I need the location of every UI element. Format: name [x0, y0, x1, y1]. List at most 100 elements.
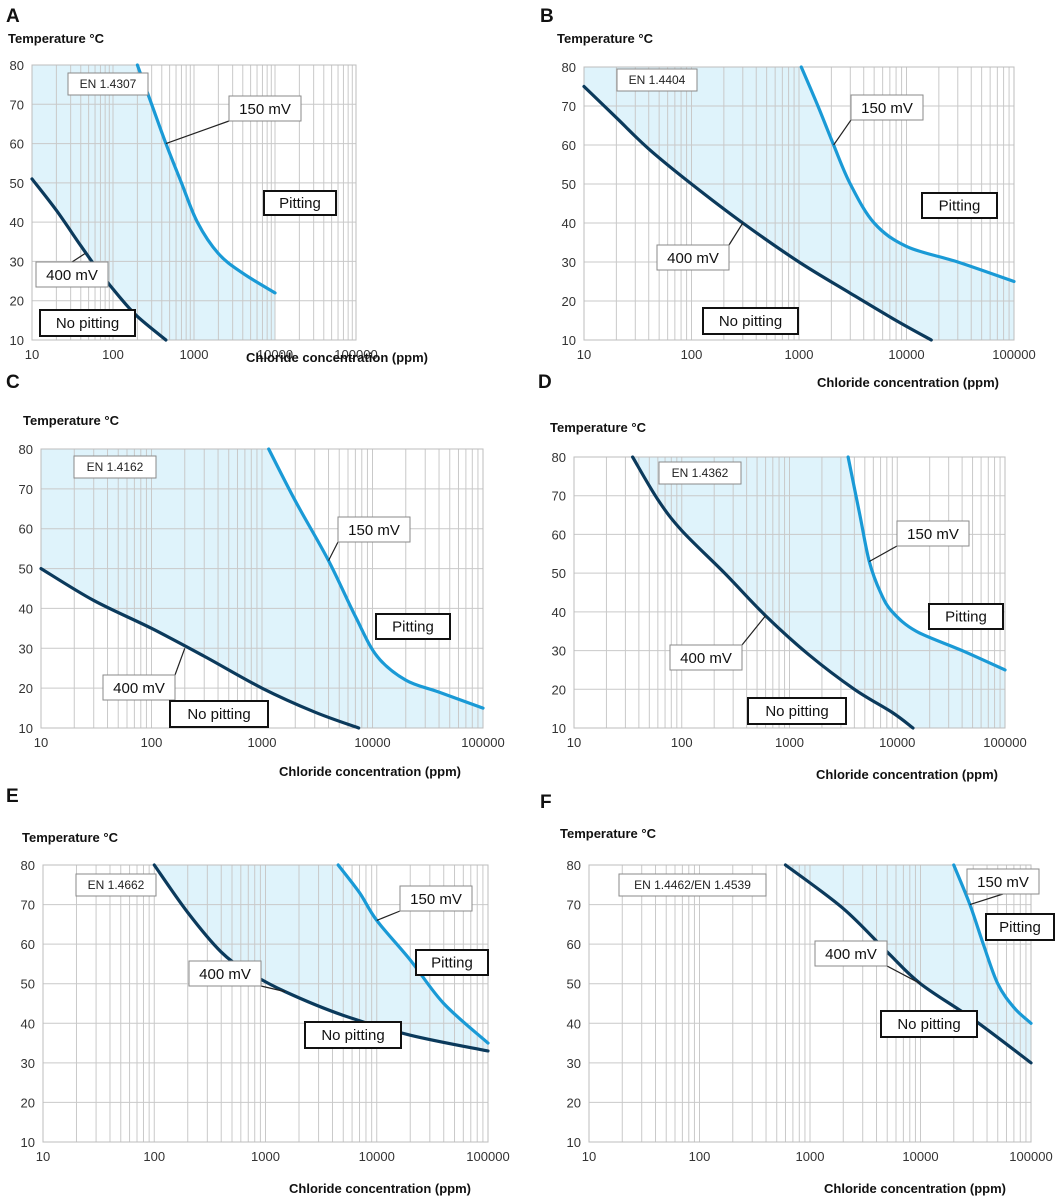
y-tick-label: 30 — [567, 1056, 581, 1071]
y-tick-label: 50 — [19, 562, 33, 577]
y-tick-label: 60 — [10, 137, 24, 152]
grade-label: EN 1.4662 — [88, 878, 145, 892]
callout-150mv-box — [228, 95, 302, 122]
y-tick-label: 70 — [552, 489, 566, 504]
shaded-region — [32, 65, 275, 340]
chart-panel-e: E Temperature °C 10 20 30 40 50 60 70 80 10 100 1000… — [6, 786, 510, 1196]
panel-letter: F — [540, 792, 552, 813]
x-tick-label: 100 — [141, 735, 163, 750]
grade-label: EN 1.4162 — [87, 460, 144, 474]
callout-150mv-pointer — [969, 893, 1004, 906]
callout-150mv-box — [850, 94, 924, 121]
x-tick-label: 10000 — [354, 735, 390, 750]
grade-label-box — [618, 873, 767, 897]
y-tick-label: 80 — [21, 858, 35, 873]
x-tick-label: 100 — [681, 347, 703, 362]
y-tick-label: 20 — [10, 294, 24, 309]
y-tick-label: 40 — [19, 601, 33, 616]
x-tick-label: 10 — [582, 1149, 596, 1164]
y-tick-label: 20 — [19, 681, 33, 696]
y-tick-label: 80 — [10, 58, 24, 73]
x-tick-label: 100000 — [983, 735, 1026, 750]
y-tick-label: 50 — [552, 566, 566, 581]
grade-label-box — [658, 461, 742, 485]
x-tick-label: 100000 — [466, 1149, 509, 1164]
no-pitting-label-box — [169, 700, 269, 728]
series-150mv-line — [135, 63, 277, 295]
y-tick-label: 40 — [10, 215, 24, 230]
y-tick-label: 20 — [562, 294, 576, 309]
callout-400mv-box — [669, 644, 743, 671]
no-pitting-label-box — [747, 697, 847, 725]
y-tick-label: 70 — [567, 898, 581, 913]
no-pitting-label: No pitting — [187, 706, 250, 723]
pitting-label: Pitting — [939, 198, 981, 215]
series-150mv-line — [846, 455, 1007, 672]
pitting-label: Pitting — [999, 919, 1041, 936]
x-axis-title: Chloride concentration (ppm) — [817, 375, 999, 390]
callout-400mv-pointer — [886, 965, 921, 985]
pitting-label-box — [985, 913, 1055, 941]
x-tick-label: 1000 — [785, 347, 814, 362]
y-tick-label: 70 — [10, 97, 24, 112]
panel-letter: A — [6, 6, 20, 27]
callout-150mv-pointer — [327, 541, 339, 561]
series-150mv-line — [952, 863, 1033, 1025]
x-axis-title: Chloride concentration (ppm) — [289, 1181, 471, 1196]
callout-150mv-pointer — [868, 545, 898, 563]
y-tick-label: 60 — [552, 527, 566, 542]
chart-panel-c: C Temperature °C 10 20 30 40 50 60 70 80 10 100 1000… — [6, 372, 505, 779]
callout-150mv-pointer — [833, 119, 852, 146]
y-tick-label: 80 — [19, 442, 33, 457]
x-axis-title: Chloride concentration (ppm) — [816, 767, 998, 782]
y-tick-label: 10 — [562, 333, 576, 348]
x-tick-label: 1000 — [180, 347, 209, 362]
callout-400mv-label: 400 mV — [680, 650, 732, 667]
grade-label-box — [67, 72, 149, 96]
y-tick-label: 60 — [19, 522, 33, 537]
y-axis-title: Temperature °C — [23, 413, 120, 428]
y-tick-label: 30 — [21, 1056, 35, 1071]
x-tick-label: 100000 — [992, 347, 1035, 362]
y-tick-label: 80 — [552, 450, 566, 465]
x-tick-label: 10 — [567, 735, 581, 750]
no-pitting-label-box — [880, 1010, 978, 1038]
x-tick-label: 100000 — [461, 735, 504, 750]
callout-400mv-pointer — [741, 615, 767, 646]
x-axis-title: Chloride concentration (ppm) — [246, 350, 428, 365]
y-tick-label: 10 — [21, 1135, 35, 1150]
y-axis-title: Temperature °C — [550, 420, 647, 435]
pitting-label-box — [415, 949, 489, 976]
y-tick-label: 30 — [562, 255, 576, 270]
callout-150mv-label: 150 mV — [239, 101, 291, 118]
callout-400mv-pointer — [174, 648, 186, 676]
shaded-region — [632, 457, 1005, 728]
x-tick-label: 10 — [36, 1149, 50, 1164]
shaded-region — [785, 865, 1031, 1142]
no-pitting-label: No pitting — [765, 703, 828, 720]
x-tick-label: 10000 — [879, 735, 915, 750]
y-axis-title: Temperature °C — [560, 826, 657, 841]
y-tick-label: 60 — [21, 937, 35, 952]
callout-150mv-box — [966, 868, 1040, 895]
series-150mv-line — [799, 65, 1016, 284]
pitting-label: Pitting — [392, 619, 434, 636]
y-tick-label: 50 — [10, 176, 24, 191]
x-tick-label: 100000 — [1009, 1149, 1052, 1164]
callout-400mv-pointer — [260, 985, 286, 993]
x-tick-label: 10000 — [257, 347, 293, 362]
y-tick-label: 10 — [10, 333, 24, 348]
grid — [588, 864, 1032, 1143]
chart-panel-f: F Temperature °C 10 20 30 40 50 60 70 80 10 100 1000… — [540, 792, 1055, 1196]
callout-400mv-box — [102, 674, 176, 701]
x-tick-label: 1000 — [248, 735, 277, 750]
pitting-label-box — [928, 603, 1004, 630]
shaded-region — [154, 865, 488, 1142]
y-tick-label: 10 — [567, 1135, 581, 1150]
plot-frame — [588, 864, 1032, 1143]
x-axis-title: Chloride concentration (ppm) — [279, 764, 461, 779]
callout-150mv-pointer — [376, 910, 401, 921]
grade-label: EN 1.4404 — [629, 73, 686, 87]
grade-label: EN 1.4307 — [80, 77, 137, 91]
